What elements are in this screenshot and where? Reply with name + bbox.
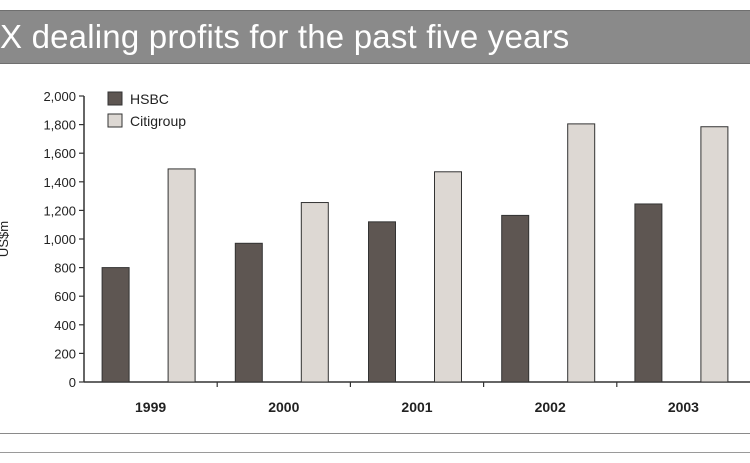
bar-chart: 0 200 400 600 800 1,000 1,200 1,400 1,600 1,800 2,… xyxy=(0,89,750,415)
bar-citigroup-1999 xyxy=(167,168,196,383)
y-tick-label: 800 xyxy=(54,261,76,276)
y-tick-label: 1,000 xyxy=(43,232,76,247)
y-tick-label: 1,800 xyxy=(43,118,76,133)
y-tick-label: 0 xyxy=(69,375,76,390)
y-tick-label: 400 xyxy=(54,318,76,333)
legend-swatch-hsbc xyxy=(107,91,123,106)
x-tick-label: 2002 xyxy=(535,399,566,415)
x-tick-label: 2003 xyxy=(668,399,699,415)
y-tick-label: 1,200 xyxy=(43,203,76,218)
bar-hsbc-1999 xyxy=(101,267,130,383)
x-tick-label: 2001 xyxy=(401,399,432,415)
legend-label-citigroup: Citigroup xyxy=(130,113,186,129)
y-axis-label: US$m xyxy=(0,221,11,257)
bottom-divider xyxy=(0,452,750,453)
bar-hsbc-2003 xyxy=(634,203,663,383)
page-title: X dealing profits for the past five year… xyxy=(0,18,570,55)
bar-hsbc-2001 xyxy=(368,221,396,383)
x-tick-label: 1999 xyxy=(135,399,166,415)
bar-hsbc-2000 xyxy=(234,242,263,383)
chart-panel: 0 200 400 600 800 1,000 1,200 1,400 1,600 1,800 2,… xyxy=(0,64,750,434)
legend-swatch-citigroup xyxy=(107,113,123,128)
x-tick-label: 2000 xyxy=(268,399,299,415)
y-tick-label: 1,400 xyxy=(43,175,76,190)
bar-citigroup-2000 xyxy=(300,202,329,383)
legend-label-hsbc: HSBC xyxy=(130,91,169,107)
bar-citigroup-2003 xyxy=(700,126,729,383)
title-bar: X dealing profits for the past five year… xyxy=(0,10,750,64)
y-tick-label: 1,600 xyxy=(43,146,76,161)
y-tick-label: 600 xyxy=(54,289,76,304)
y-tick-label: 200 xyxy=(54,346,76,361)
bar-citigroup-2001 xyxy=(434,171,462,383)
bar-citigroup-2002 xyxy=(567,123,596,383)
y-tick-label: 2,000 xyxy=(43,89,76,104)
bar-hsbc-2002 xyxy=(501,214,530,383)
